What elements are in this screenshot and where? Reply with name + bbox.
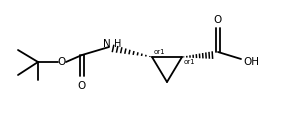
Text: or1: or1 xyxy=(154,49,166,55)
Text: O: O xyxy=(58,57,66,67)
Text: N: N xyxy=(103,39,111,49)
Text: H: H xyxy=(114,39,121,49)
Text: O: O xyxy=(214,15,222,25)
Text: O: O xyxy=(78,81,86,91)
Text: or1: or1 xyxy=(184,59,196,65)
Text: OH: OH xyxy=(243,57,259,67)
